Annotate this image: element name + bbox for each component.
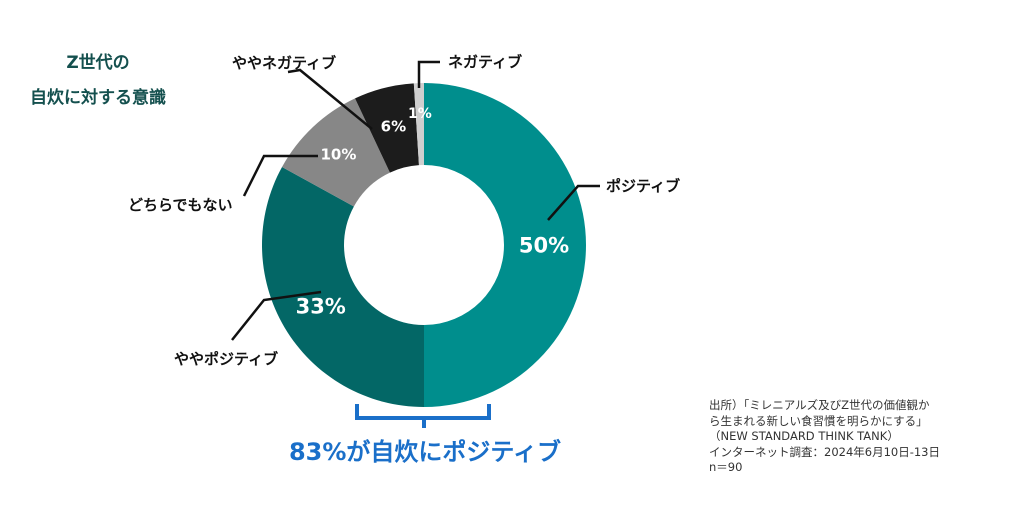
value-label-positive: 50% — [519, 234, 569, 258]
leader-line-somewhat-positive — [231, 290, 322, 341]
value-label-somewhat-positive: 33% — [296, 295, 346, 319]
source-line: 出所）「ミレニアルズ及びZ世代の価値観か — [709, 398, 930, 412]
donut-slice-somewhat-negative — [355, 83, 419, 173]
leader-line-somewhat-negative — [287, 68, 373, 130]
category-label-positive: ポジティブ — [606, 177, 680, 195]
leader-line-negative — [417, 60, 440, 88]
donut-slice-positive — [424, 83, 586, 407]
value-label-somewhat-negative: 6% — [381, 117, 406, 135]
donut-slice-neutral — [282, 98, 390, 207]
title-line-2: 自炊に対する意識 — [30, 88, 166, 108]
source-note: 出所）「ミレニアルズ及びZ世代の価値観か ら生まれる新しい食習慣を明らかにする」… — [709, 398, 1009, 476]
category-label-negative: ネガティブ — [448, 53, 522, 71]
positive-bracket — [355, 404, 491, 428]
source-line: インターネット調査：2024年6月10日-13日 — [709, 444, 940, 459]
category-label-somewhat-negative: ややネガティブ — [232, 54, 336, 72]
title-line-1: Z世代の — [66, 53, 130, 73]
chart-title: Z世代の 自炊に対する意識 — [8, 46, 188, 116]
value-label-neutral: 10% — [320, 145, 356, 163]
callout-text: 83%が自炊にポジティブ — [288, 438, 561, 466]
category-label-somewhat-positive: ややポジティブ — [174, 350, 278, 368]
leader-line-positive — [547, 184, 600, 221]
source-line: （NEW STANDARD THINK TANK） — [709, 429, 899, 443]
donut-slice-negative — [413, 83, 424, 166]
value-label-negative: 1% — [408, 106, 432, 122]
category-label-neutral: どちらでもない — [128, 196, 233, 214]
leader-line-neutral — [242, 154, 318, 197]
source-line: n＝90 — [709, 460, 743, 474]
source-line: ら生まれる新しい食習慣を明らかにする」 — [709, 413, 928, 428]
donut-slice-somewhat-positive — [262, 166, 424, 407]
